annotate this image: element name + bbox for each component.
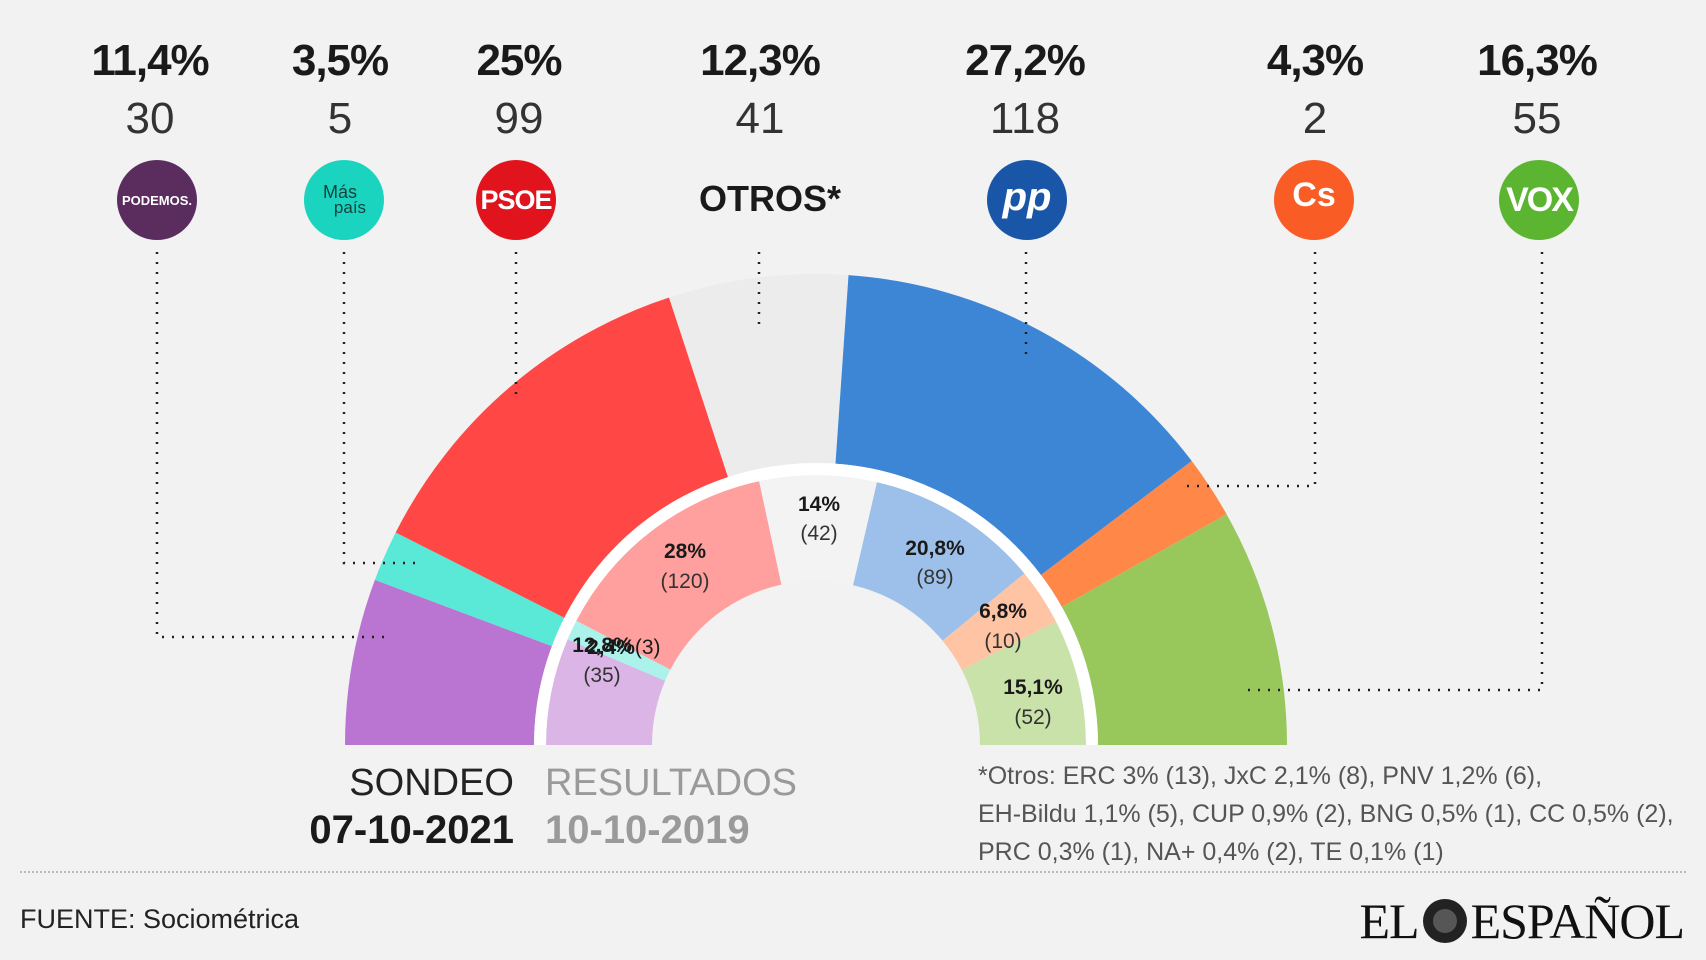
pp-logo-text: pp: [1002, 174, 1052, 219]
pp-pct: 27,2%: [965, 36, 1086, 85]
outer-segment-mspas: [374, 532, 565, 647]
otros-label: OTROS*: [698, 178, 842, 219]
psoe-logo-icon: PSOE: [476, 160, 556, 240]
footer-divider: [20, 871, 1686, 873]
leader-vox: [1243, 252, 1544, 692]
sondeo-title: SONDEO: [349, 762, 514, 804]
resultados-title: RESULTADOS: [545, 762, 797, 804]
podemos-logo-icon: PODEMOS.: [117, 160, 197, 240]
inner-segment-psoe: [576, 481, 782, 670]
maspais-logo-top: Más: [322, 182, 357, 202]
brand-right: ESPAÑOL: [1470, 893, 1685, 949]
inner-segment-otros: [759, 475, 878, 586]
vox-pct: 16,3%: [1477, 36, 1598, 85]
inner-psoe-pct: 28%: [663, 540, 707, 563]
psoe-seats: 99: [494, 94, 544, 143]
inner-ring: [534, 463, 1098, 745]
inner-vox-pct: 15,1%: [1003, 676, 1063, 699]
inner-segment-cs: [942, 573, 1057, 671]
inner-segment-vox: [961, 621, 1086, 745]
cs-pct: 4,3%: [1266, 36, 1364, 85]
outer-segment-vox: [1061, 514, 1287, 745]
inner-cs-seats: (10): [984, 630, 1022, 653]
vox-seats: 55: [1512, 94, 1562, 143]
brand-left: EL: [1359, 893, 1419, 949]
pp-logo-icon: pp: [987, 160, 1067, 240]
pp-seats: 118: [989, 94, 1061, 143]
psoe-logo-text: PSOE: [480, 184, 552, 215]
cs-logo-text: Cs: [1292, 175, 1336, 214]
inner-segment-pp: [853, 481, 1025, 641]
leader-lines: [155, 252, 1544, 692]
podemos-seats: 30: [125, 94, 175, 143]
inner-podemos-pct: 12,8%: [572, 634, 632, 657]
outer-segment-pp: [835, 275, 1192, 575]
inner-podemos-seats: (35): [583, 664, 621, 687]
psoe-pct: 25%: [476, 36, 562, 85]
otros-footnote: *Otros: ERC 3% (13), JxC 2,1% (8), PNV 1…: [978, 757, 1674, 871]
inner-vox-seats: (52): [1014, 706, 1052, 729]
podemos-pct: 11,4%: [91, 36, 209, 85]
otros-seats: 41: [735, 94, 785, 143]
inner-psoe-seats: (120): [660, 570, 710, 593]
maspais-seats: 5: [327, 94, 353, 143]
maspais-pct: 3,5%: [291, 36, 389, 85]
el-espanol-logo: EL ESPAÑOL: [1359, 892, 1685, 950]
lion-icon: [1422, 899, 1467, 943]
cs-logo-icon: Cs: [1274, 160, 1354, 240]
inner-maspais-label: 2,4%(3): [587, 636, 661, 660]
source-credit: FUENTE: Sociométrica: [20, 904, 300, 934]
inner-pp-seats: (89): [916, 566, 954, 589]
maspais-logo-icon: Más país: [304, 160, 384, 240]
inner-pp-pct: 20,8%: [905, 537, 965, 560]
outer-ring: [345, 274, 1287, 745]
podemos-logo-text: PODEMOS.: [121, 192, 193, 208]
inner-segment-podemos: [546, 639, 666, 745]
outer-segment-otros: [669, 274, 849, 478]
outer-segment-psoe: [395, 297, 729, 618]
inner-maspais-seats: (3): [634, 636, 661, 659]
inner-segment-mspas: [567, 620, 671, 681]
maspais-logo-bottom: país: [333, 198, 367, 217]
leader-podemos: [155, 252, 387, 639]
sondeo-date: 07-10-2021: [309, 808, 514, 852]
otros-footnote-line: *Otros: ERC 3% (13), JxC 2,1% (8), PNV 1…: [978, 762, 1543, 790]
inner-otros-seats: (42): [800, 522, 838, 545]
outer-segment-cs: [1040, 461, 1227, 607]
inner-cs-pct: 6,8%: [979, 600, 1027, 623]
otros-footnote-line: PRC 0,3% (1), NA+ 0,4% (2), TE 0,1% (1): [978, 838, 1444, 866]
otros-footnote-line: EH-Bildu 1,1% (5), CUP 0,9% (2), BNG 0,5…: [978, 800, 1674, 828]
leader-cs: [1183, 252, 1317, 488]
vox-logo-icon: VOX: [1499, 160, 1579, 240]
cs-seats: 2: [1302, 94, 1328, 143]
leader-maspais: [342, 252, 415, 565]
inner-maspais-pct: 2,4%: [587, 636, 635, 659]
outer-segment-podemos: [345, 579, 552, 745]
resultados-date: 10-10-2019: [545, 808, 750, 852]
inner-otros-pct: 14%: [797, 493, 841, 516]
vox-logo-text: VOX: [1506, 180, 1574, 219]
otros-pct: 12,3%: [700, 36, 821, 85]
